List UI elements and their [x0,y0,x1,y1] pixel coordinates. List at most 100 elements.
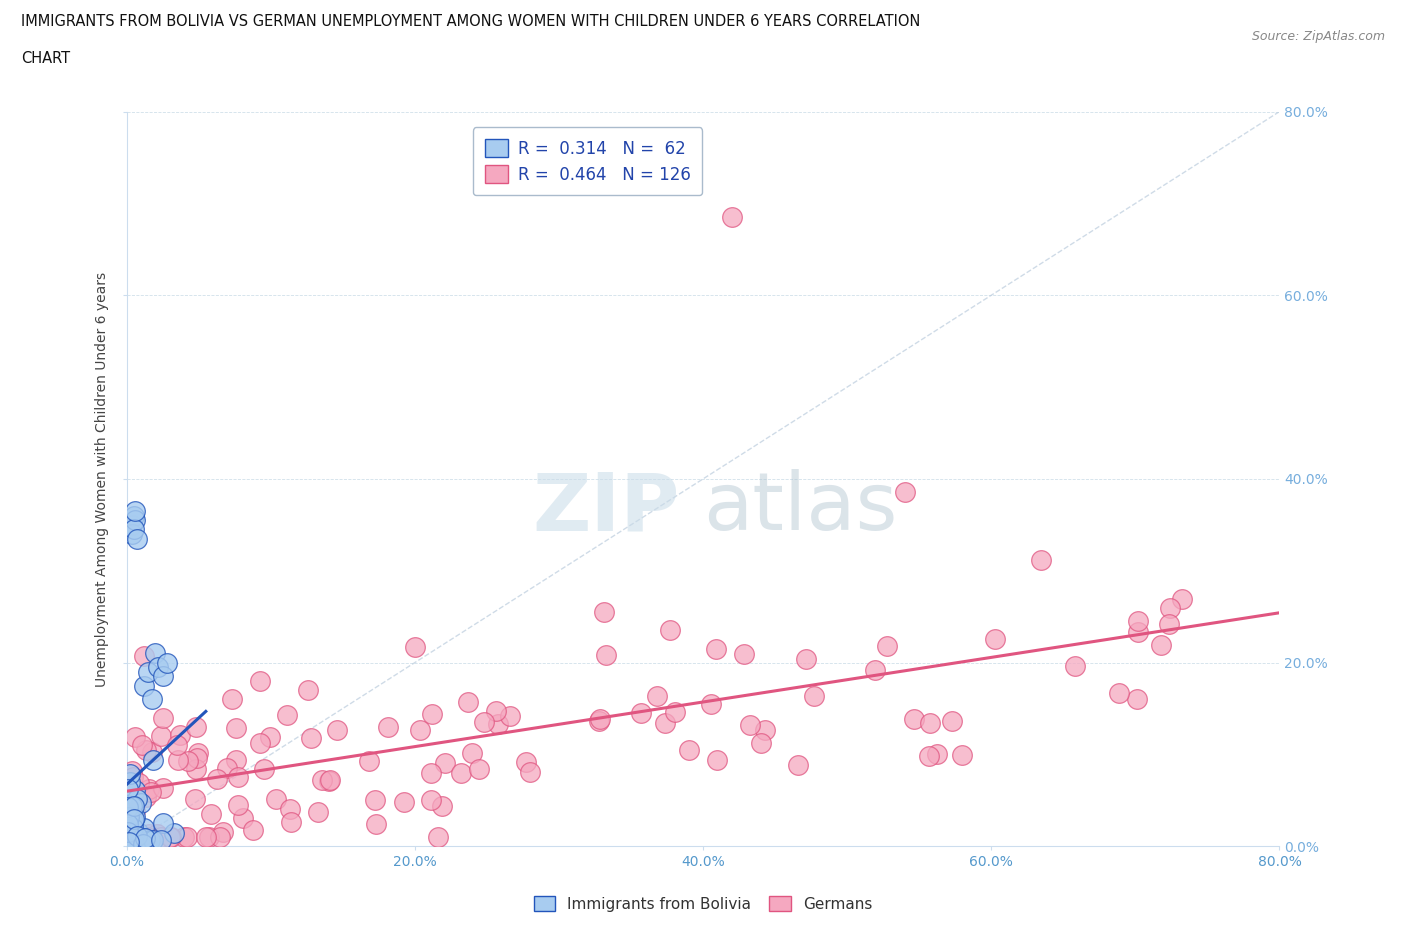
Point [187,745,209,760]
Point [134,830,156,845]
Point [754,723,776,737]
Point [1108,686,1130,701]
Point [1064,659,1087,674]
Point [950,748,973,763]
Point [138,827,160,842]
Point [132,648,155,663]
Point [485,704,508,719]
Point [121,811,143,826]
Point [409,723,432,737]
Point [173,830,195,844]
Point [121,799,143,814]
Point [132,833,155,848]
Point [134,820,156,835]
Point [468,761,491,776]
Point [138,832,160,847]
Point [200,807,222,822]
Point [803,688,825,703]
Point [156,656,179,671]
Point [120,775,142,790]
Point [894,485,917,499]
Point [197,830,219,844]
Point [704,642,727,657]
Point [121,526,143,541]
Point [124,810,146,825]
Point [186,751,208,765]
Point [150,830,173,844]
Point [152,669,174,684]
Point [124,836,146,851]
Point [461,746,484,761]
Point [749,736,772,751]
Point [124,504,146,519]
Point [984,632,1007,647]
Point [132,678,155,693]
Point [122,820,145,835]
Point [392,794,415,809]
Point [226,770,249,785]
Point [278,802,301,817]
Point [117,835,139,850]
Point [177,753,200,768]
Point [124,782,146,797]
Point [152,781,174,796]
Point [122,816,145,830]
Point [654,716,676,731]
Point [117,799,139,814]
Point [249,736,271,751]
Point [215,761,238,776]
Point [1128,624,1150,639]
Point [499,709,522,724]
Point [297,683,319,698]
Point [124,730,146,745]
Point [457,694,479,709]
Point [433,756,456,771]
Point [134,830,156,845]
Point [311,772,333,787]
Point [117,830,139,845]
Point [589,711,612,726]
Point [118,824,141,839]
Point [242,822,264,837]
Point [120,827,142,842]
Point [163,826,186,841]
Point [472,715,495,730]
Point [186,762,208,777]
Point [276,708,298,723]
Point [228,797,250,812]
Point [132,835,155,850]
Point [186,720,208,735]
Point [142,832,165,847]
Point [450,765,472,780]
Point [159,830,181,844]
Point [127,825,149,840]
Point [420,707,443,722]
Point [118,838,141,853]
Point [918,749,941,764]
Text: Source: ZipAtlas.com: Source: ZipAtlas.com [1251,30,1385,43]
Point [117,822,139,837]
Point [664,705,686,720]
Legend: Immigrants from Bolivia, Germans: Immigrants from Bolivia, Germans [527,889,879,918]
Point [117,812,139,827]
Point [720,210,742,225]
Point [159,830,181,844]
Point [120,830,142,844]
Point [150,832,173,847]
Point [786,758,808,773]
Point [152,816,174,830]
Point [124,799,146,814]
Point [122,831,145,846]
Point [125,531,148,546]
Text: atlas: atlas [703,470,897,548]
Point [136,664,159,679]
Point [132,836,155,851]
Point [420,793,443,808]
Point [132,838,155,853]
Point [318,774,340,789]
Point [364,792,387,807]
Point [167,752,190,767]
Point [925,747,948,762]
Point [131,738,153,753]
Point [941,714,963,729]
